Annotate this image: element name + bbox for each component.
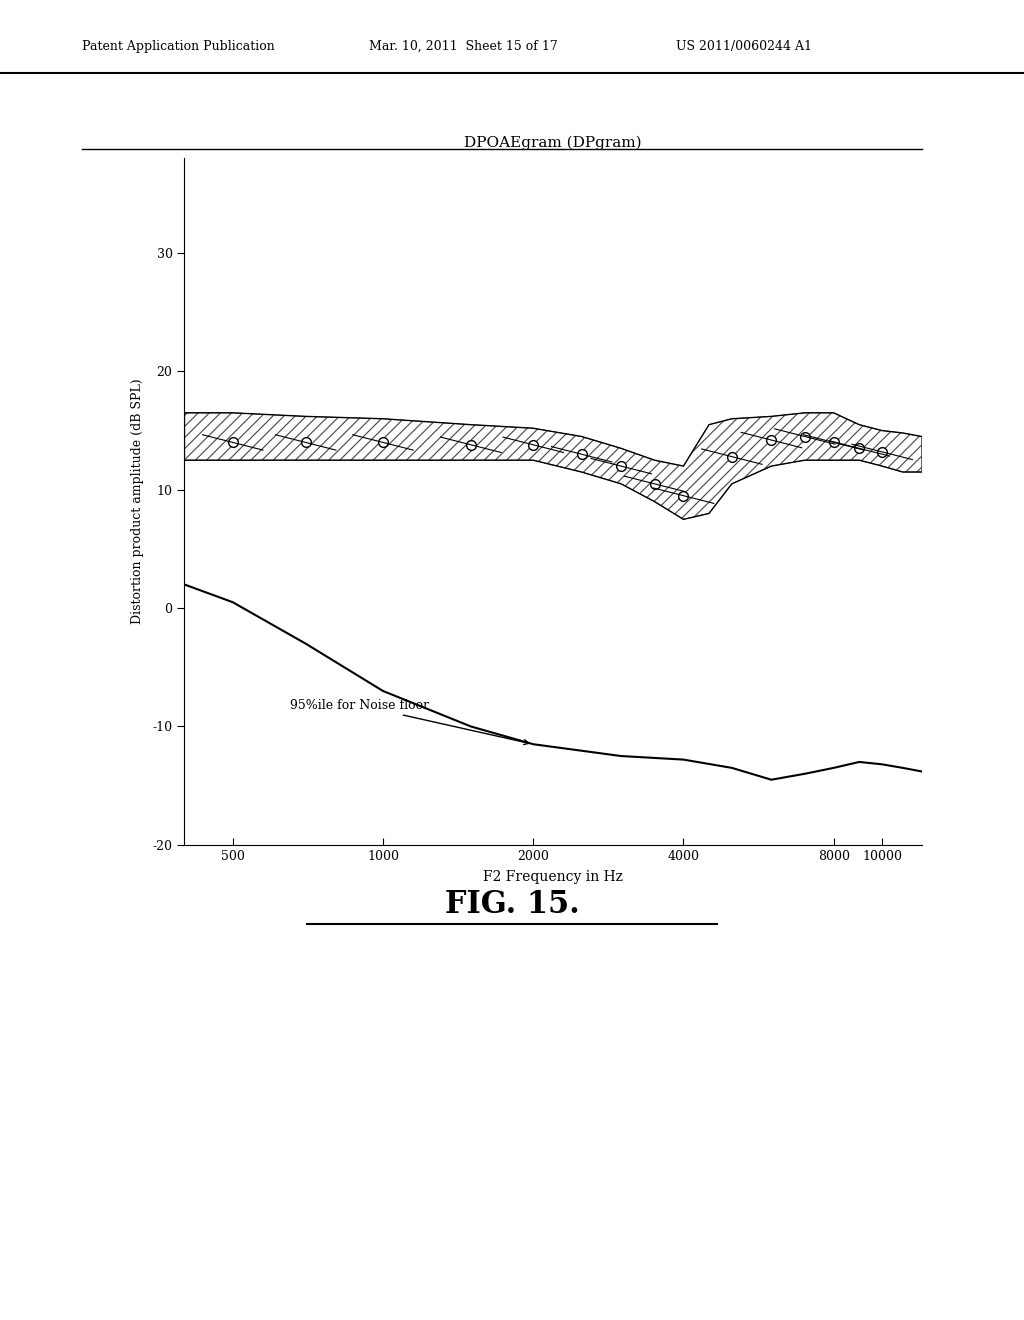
Title: DPOAEgram (DPgram): DPOAEgram (DPgram) <box>464 136 642 150</box>
X-axis label: F2 Frequency in Hz: F2 Frequency in Hz <box>483 870 623 883</box>
Text: US 2011/0060244 A1: US 2011/0060244 A1 <box>676 40 812 53</box>
Text: Mar. 10, 2011  Sheet 15 of 17: Mar. 10, 2011 Sheet 15 of 17 <box>369 40 557 53</box>
Text: FIG. 15.: FIG. 15. <box>444 888 580 920</box>
Text: Patent Application Publication: Patent Application Publication <box>82 40 274 53</box>
Text: 95%ile for Noise floor: 95%ile for Noise floor <box>290 698 529 744</box>
Y-axis label: Distortion product amplitude (dB SPL): Distortion product amplitude (dB SPL) <box>131 379 144 624</box>
